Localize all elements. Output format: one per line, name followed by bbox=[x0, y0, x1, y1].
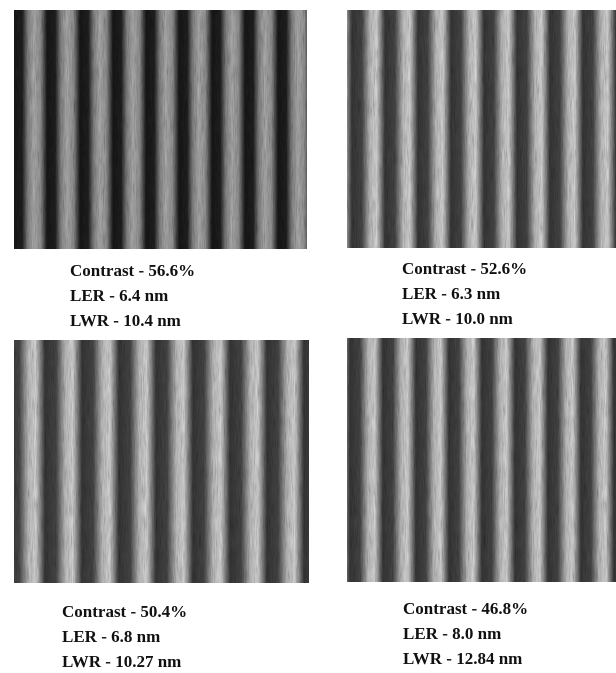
caption-line: LWR - 10.0 nm bbox=[402, 309, 513, 328]
sem-image bbox=[14, 10, 307, 249]
caption-line: Contrast - 52.6% bbox=[402, 259, 527, 278]
caption-line: LWR - 12.84 nm bbox=[403, 649, 522, 668]
caption-line: LER - 6.3 nm bbox=[402, 284, 500, 303]
sem-image bbox=[347, 10, 616, 248]
caption-line: Contrast - 46.8% bbox=[403, 599, 528, 618]
sem-image bbox=[14, 340, 309, 583]
caption-line: Contrast - 56.6% bbox=[70, 261, 195, 280]
caption-line: LWR - 10.4 nm bbox=[70, 311, 181, 330]
sem-image bbox=[347, 338, 616, 582]
caption-line: Contrast - 50.4% bbox=[62, 602, 187, 621]
caption-line: LER - 6.4 nm bbox=[70, 286, 168, 305]
caption-line: LER - 8.0 nm bbox=[403, 624, 501, 643]
caption-line: LER - 6.8 nm bbox=[62, 627, 160, 646]
figure: Contrast - 56.6% LER - 6.4 nm LWR - 10.4… bbox=[0, 0, 616, 673]
caption-line: LWR - 10.27 nm bbox=[62, 652, 181, 671]
